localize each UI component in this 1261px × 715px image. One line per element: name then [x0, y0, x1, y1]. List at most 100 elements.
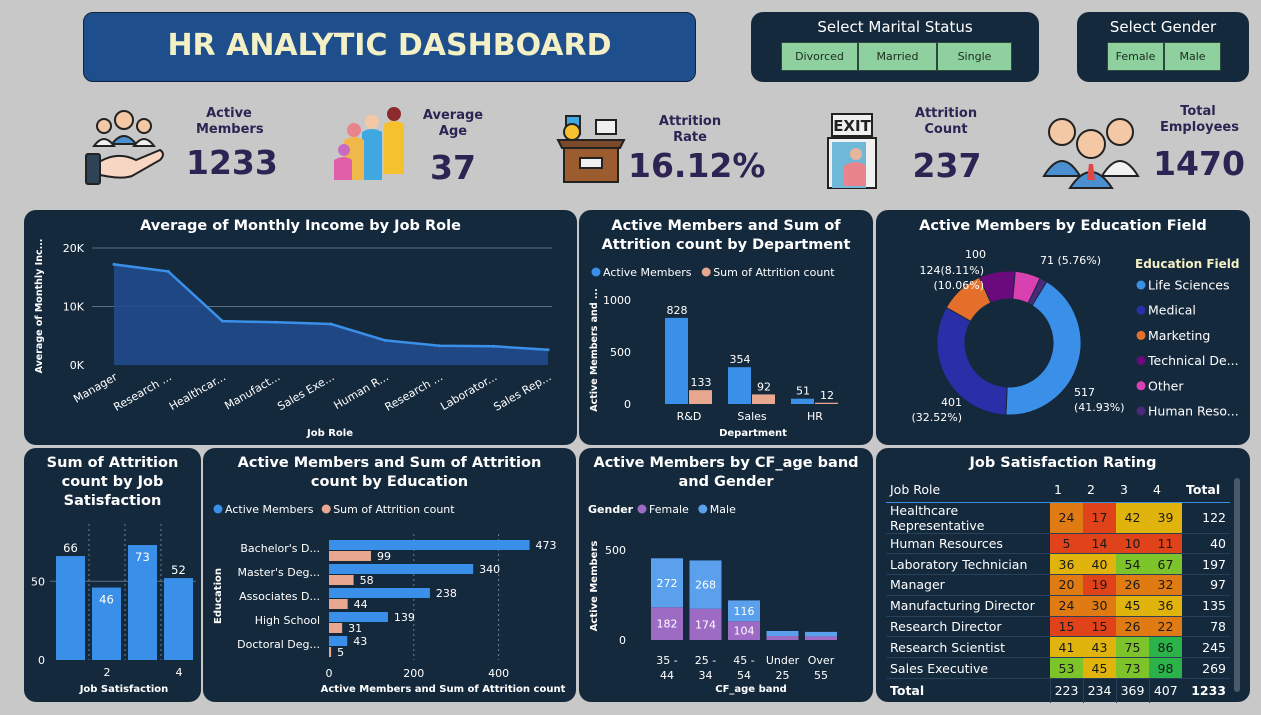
matrix-cell: 26 [1116, 574, 1149, 596]
income-point [546, 348, 550, 352]
chart-title: Sum of Attrition count by Job Satisfacti… [46, 455, 179, 509]
matrix-cell: 98 [1149, 657, 1182, 680]
data-label: (10.06%) [933, 279, 984, 292]
y-axis-title: Active Members and ... [589, 288, 600, 412]
legend-marker [698, 504, 708, 514]
kpi-label-attrition-count: Attrition Count [914, 106, 978, 137]
bar-attrition [329, 551, 371, 561]
matrix-row-total: 97 [1182, 574, 1230, 596]
y-axis-title: Active Members [589, 541, 600, 632]
department-bar-chart: Active Members Sum of Attrition count 0 500… [589, 266, 838, 439]
matrix-row[interactable]: Manufacturing Director 24 30 45 36 135 [886, 595, 1230, 617]
matrix-cell: 43 [1083, 636, 1116, 659]
education-chart-panel: Active Members and Sum of Attrition coun… [203, 448, 576, 702]
matrix-job-role: Research Director [886, 616, 1050, 638]
matrix-job-role: Laboratory Technician [886, 553, 1050, 576]
matrix-row[interactable]: Human Resources 5 14 10 11 40 [886, 533, 1230, 555]
page-title: HR ANALYTIC DASHBOARD [167, 28, 612, 63]
kpi-value-total-employees: 1470 [1153, 144, 1245, 183]
legend-label: Life Sciences [1148, 278, 1229, 293]
matrix-header-total[interactable]: Total [1182, 478, 1230, 503]
kpi-label-attrition-rate: Attrition Rate [658, 114, 722, 145]
matrix-header-4[interactable]: 4 [1149, 478, 1182, 503]
matrix-cell: 86 [1149, 636, 1182, 659]
matrix-header-job-role[interactable]: Job Role [886, 478, 1050, 503]
legend-marker [321, 504, 331, 514]
x-tick-label: Under [766, 654, 800, 667]
matrix-row[interactable]: Research Scientist 41 43 75 86 245 [886, 636, 1230, 659]
data-label: 73 [135, 550, 150, 564]
matrix-header-1[interactable]: 1 [1050, 478, 1083, 503]
matrix-cell: 67 [1149, 553, 1182, 576]
matrix-row-total: 197 [1182, 553, 1230, 576]
matrix-row[interactable]: Sales Executive 53 45 73 98 269 [886, 657, 1230, 680]
marital-option-divorced[interactable]: Divorced [781, 42, 858, 71]
matrix-scrollbar[interactable] [1234, 478, 1240, 692]
svg-text:EXIT: EXIT [833, 117, 871, 135]
x-tick-label: 400 [488, 667, 509, 680]
x-tick-label: 2 [104, 666, 111, 679]
matrix-row[interactable]: Manager 20 19 26 32 97 [886, 574, 1230, 596]
data-label: (32.52%) [911, 411, 962, 424]
matrix-cell: 53 [1050, 657, 1083, 680]
data-label: 31 [348, 622, 362, 635]
data-label: 100 [965, 248, 986, 261]
age-band-chart-panel: Active Members by CF_age band and Gender… [579, 448, 873, 702]
matrix-row[interactable]: Research Director 15 15 26 22 78 [886, 616, 1230, 638]
matrix-row-total: 245 [1182, 636, 1230, 659]
gender-option-male[interactable]: Male [1164, 42, 1221, 71]
x-tick-label: Sales Exe... [275, 370, 336, 413]
marital-option-single[interactable]: Single [937, 42, 1012, 71]
x-tick-label: 25 [776, 669, 790, 682]
matrix-cell: 42 [1116, 502, 1149, 534]
legend-marker [637, 504, 647, 514]
data-label: 92 [757, 380, 771, 393]
data-label: 116 [734, 605, 755, 618]
income-chart-panel: Average of Monthly Income by Job Role 0K… [24, 210, 577, 445]
chart-title: Active Members and Sum of Attrition coun… [601, 218, 851, 253]
matrix-header-3[interactable]: 3 [1116, 478, 1149, 503]
bar-active-members [329, 612, 388, 622]
bar-attrition [815, 402, 838, 404]
job-satisfaction-chart-panel: Sum of Attrition count by Job Satisfacti… [24, 448, 201, 702]
matrix-row-total: 122 [1182, 502, 1230, 534]
matrix-total-row: Total 223 234 369 407 1233 [886, 678, 1230, 703]
matrix-cell: 41 [1050, 636, 1083, 659]
matrix-row[interactable]: Laboratory Technician 36 40 54 67 197 [886, 553, 1230, 576]
income-point [329, 322, 333, 326]
y-tick-label: 500 [610, 346, 631, 359]
bar-attrition [329, 647, 332, 657]
marital-option-married[interactable]: Married [858, 42, 937, 71]
x-tick-label: 4 [176, 666, 183, 679]
income-point [383, 338, 387, 342]
data-label: 124(8.11%) [919, 264, 984, 277]
matrix-cell: 40 [1083, 553, 1116, 576]
legend-marker [1136, 305, 1146, 315]
matrix-cell: 36 [1149, 595, 1182, 617]
data-label: 43 [353, 635, 367, 648]
matrix-row[interactable]: Healthcare Representative 24 17 42 39 122 [886, 502, 1230, 534]
data-label: 139 [394, 611, 415, 624]
bar-male [728, 600, 760, 622]
matrix-job-role: Manager [886, 574, 1050, 596]
matrix-cell: 17 [1083, 502, 1116, 534]
legend-marker [591, 267, 601, 277]
y-tick-label: 10K [63, 301, 85, 314]
bar-attrition [128, 545, 157, 660]
gender-slicer: Select Gender Female Male [1077, 12, 1249, 82]
x-tick-label: Sales [737, 410, 767, 423]
matrix-title: Job Satisfaction Rating [969, 455, 1157, 471]
y-axis-title: Education [213, 568, 224, 624]
dashboard-title-box: HR ANALYTIC DASHBOARD [83, 12, 696, 82]
matrix-row-total: 78 [1182, 616, 1230, 638]
matrix-header-2[interactable]: 2 [1083, 478, 1116, 503]
matrix-column-total: 369 [1115, 678, 1149, 703]
x-tick-label: 25 - [695, 654, 716, 667]
x-tick-label: R&D [677, 410, 702, 423]
x-tick-label: Manager [71, 370, 120, 406]
income-point [275, 320, 279, 324]
gender-option-female[interactable]: Female [1107, 42, 1164, 71]
y-tick-label: Associates D... [239, 590, 320, 603]
legend-label: Marketing [1148, 328, 1210, 343]
